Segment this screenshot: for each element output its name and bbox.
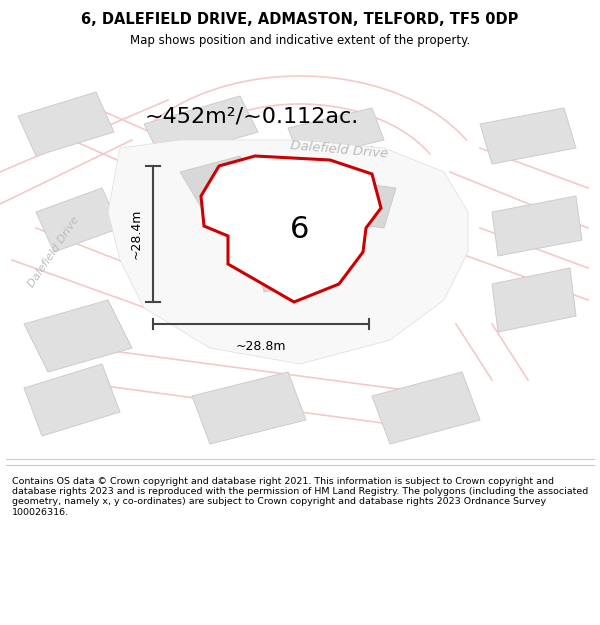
Polygon shape xyxy=(180,156,264,212)
Polygon shape xyxy=(201,156,381,302)
Polygon shape xyxy=(192,372,306,444)
Polygon shape xyxy=(288,108,384,160)
Text: 6: 6 xyxy=(290,216,310,244)
Polygon shape xyxy=(108,140,468,364)
Text: ~452m²/~0.112ac.: ~452m²/~0.112ac. xyxy=(145,106,359,126)
Polygon shape xyxy=(24,300,132,372)
Polygon shape xyxy=(252,228,336,292)
Polygon shape xyxy=(144,96,258,160)
Text: ~28.4m: ~28.4m xyxy=(130,209,143,259)
Polygon shape xyxy=(372,372,480,444)
Polygon shape xyxy=(480,108,576,164)
Polygon shape xyxy=(324,180,396,228)
Polygon shape xyxy=(18,92,114,156)
Text: Dalefield Drive: Dalefield Drive xyxy=(290,139,388,161)
Text: Dalefield Drive: Dalefield Drive xyxy=(26,215,82,289)
Polygon shape xyxy=(36,188,120,252)
Polygon shape xyxy=(492,196,582,256)
Text: 6, DALEFIELD DRIVE, ADMASTON, TELFORD, TF5 0DP: 6, DALEFIELD DRIVE, ADMASTON, TELFORD, T… xyxy=(82,12,518,27)
Polygon shape xyxy=(24,364,120,436)
Text: ~28.8m: ~28.8m xyxy=(236,339,286,352)
Text: Contains OS data © Crown copyright and database right 2021. This information is : Contains OS data © Crown copyright and d… xyxy=(12,476,588,517)
Polygon shape xyxy=(492,268,576,332)
Text: Map shows position and indicative extent of the property.: Map shows position and indicative extent… xyxy=(130,34,470,47)
